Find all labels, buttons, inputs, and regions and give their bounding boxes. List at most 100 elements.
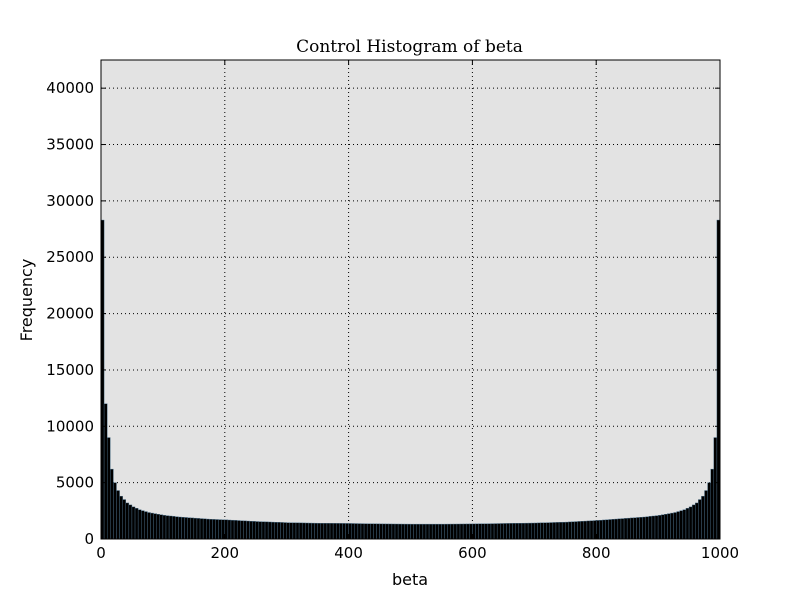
histogram-bar bbox=[428, 523, 433, 540]
histogram-bar bbox=[407, 523, 411, 540]
histogram-bar bbox=[264, 521, 269, 540]
histogram-bar bbox=[558, 522, 563, 540]
histogram-bar bbox=[370, 523, 374, 540]
histogram-bar bbox=[289, 522, 294, 540]
histogram-bar bbox=[664, 514, 668, 540]
histogram-bar bbox=[162, 515, 167, 540]
histogram-bar bbox=[141, 510, 145, 540]
histogram-bar bbox=[175, 516, 179, 540]
histogram-bar bbox=[630, 517, 634, 540]
histogram-bar bbox=[339, 523, 343, 540]
y-tick-label: 0 bbox=[84, 530, 94, 548]
histogram-bar bbox=[450, 523, 455, 540]
histogram-bar bbox=[459, 523, 464, 540]
histogram-bar bbox=[360, 523, 365, 540]
histogram-bar bbox=[292, 522, 297, 540]
x-tick-label: 200 bbox=[210, 544, 239, 562]
histogram-bar bbox=[481, 523, 485, 540]
histogram-bar bbox=[435, 523, 439, 540]
histogram-bar bbox=[410, 523, 414, 540]
histogram-bar bbox=[215, 519, 219, 540]
histogram-bar bbox=[493, 523, 498, 540]
plot-area bbox=[101, 60, 720, 539]
histogram-bar bbox=[546, 522, 550, 540]
histogram-bar bbox=[388, 523, 393, 540]
histogram-bar bbox=[404, 523, 408, 540]
histogram-bar bbox=[577, 521, 581, 540]
histogram-bar bbox=[119, 495, 123, 540]
histogram-bar bbox=[110, 468, 114, 540]
histogram-bar bbox=[314, 522, 318, 540]
histogram-bar bbox=[654, 515, 659, 540]
histogram-bar bbox=[317, 523, 321, 540]
histogram-bar bbox=[515, 523, 520, 540]
histogram-bar bbox=[329, 523, 334, 540]
histogram-bar bbox=[586, 520, 591, 540]
histogram-bar bbox=[487, 523, 492, 540]
histogram-bar bbox=[401, 523, 405, 540]
histogram-bar bbox=[243, 520, 247, 540]
histogram-bar bbox=[602, 519, 606, 540]
histogram-bar bbox=[240, 520, 244, 540]
histogram-bar bbox=[444, 523, 448, 540]
histogram-bar bbox=[695, 502, 699, 540]
histogram-bar bbox=[682, 509, 687, 540]
y-axis-label: Frequency bbox=[17, 259, 36, 342]
histogram-bar bbox=[283, 522, 287, 540]
histogram-bar bbox=[320, 523, 325, 540]
histogram-bar bbox=[620, 518, 625, 540]
histogram-bar bbox=[150, 512, 154, 540]
histogram-bar bbox=[274, 522, 278, 540]
histogram-bar bbox=[422, 523, 427, 540]
histogram-bar bbox=[478, 523, 482, 540]
histogram-bar bbox=[707, 482, 711, 540]
histogram-bar bbox=[178, 516, 182, 540]
histogram-bar bbox=[688, 506, 693, 540]
histogram-bar bbox=[342, 523, 346, 540]
histogram-bar bbox=[286, 522, 290, 540]
histogram-bar bbox=[462, 523, 467, 540]
histogram-bar bbox=[580, 521, 585, 540]
histogram-bar bbox=[509, 523, 513, 540]
histogram-bar bbox=[456, 523, 461, 540]
histogram-bar bbox=[466, 523, 470, 540]
histogram-bar bbox=[540, 522, 544, 540]
histogram-bar bbox=[332, 523, 337, 540]
y-tick-label: 10000 bbox=[46, 417, 94, 435]
histogram-bar bbox=[212, 519, 216, 540]
histogram-bar bbox=[376, 523, 380, 540]
histogram-bar bbox=[258, 521, 263, 540]
x-tick-label: 800 bbox=[582, 544, 611, 562]
histogram-bar bbox=[301, 522, 306, 540]
histogram-bar bbox=[131, 506, 136, 540]
histogram-bar bbox=[704, 490, 708, 540]
histogram-bar bbox=[218, 519, 222, 540]
y-tick-label: 40000 bbox=[46, 79, 94, 97]
x-axis-label: beta bbox=[392, 570, 428, 589]
x-axis-ticks: 0 200 400 600 800 1000 bbox=[96, 60, 739, 562]
histogram-bar bbox=[670, 512, 674, 540]
histogram-bar bbox=[308, 522, 312, 540]
histogram-bar bbox=[701, 495, 705, 540]
histogram-bar bbox=[531, 522, 535, 540]
histogram-bar bbox=[543, 522, 547, 540]
histogram-bar bbox=[354, 523, 359, 540]
histogram-bar bbox=[153, 513, 157, 540]
y-tick-label: 35000 bbox=[46, 136, 94, 154]
histogram-bar bbox=[351, 523, 355, 540]
histogram-bar bbox=[611, 519, 615, 540]
histogram-bar bbox=[571, 521, 575, 540]
histogram-bar bbox=[280, 522, 284, 540]
histogram-bar bbox=[413, 523, 417, 540]
histogram-bar bbox=[267, 521, 272, 540]
histogram-bar bbox=[311, 522, 315, 540]
histogram-bar bbox=[137, 509, 142, 540]
chart-title: Control Histogram of beta bbox=[296, 37, 523, 57]
y-tick-label: 25000 bbox=[46, 248, 94, 266]
histogram-bar bbox=[425, 523, 430, 540]
histogram-bar bbox=[583, 520, 588, 540]
histogram-bar bbox=[636, 517, 640, 540]
histogram-bar bbox=[394, 523, 399, 540]
histogram-bar bbox=[713, 437, 718, 540]
